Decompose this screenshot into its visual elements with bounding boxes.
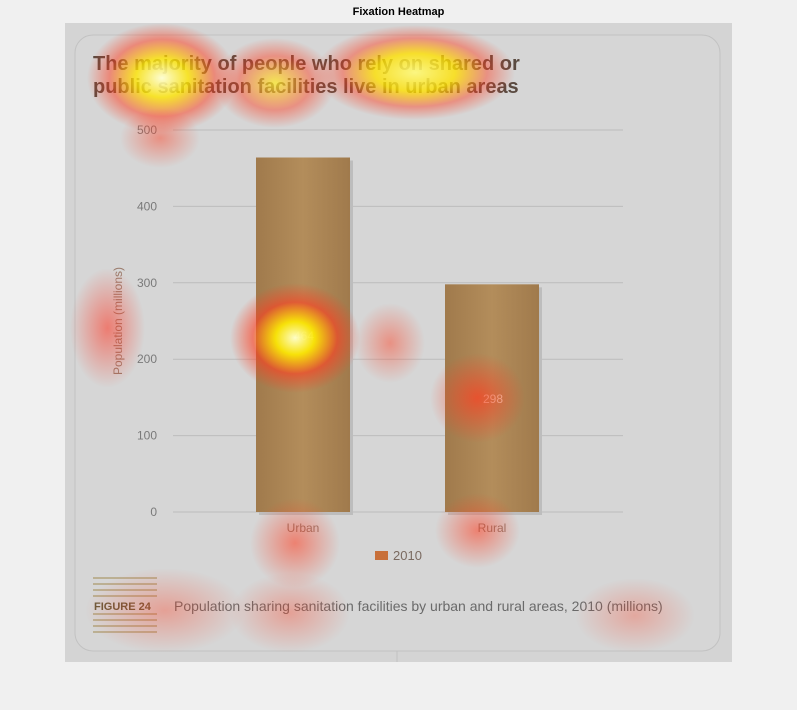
figure-badge: FIGURE 24: [93, 577, 157, 633]
chart-title-line-1: The majority of people who rely on share…: [93, 53, 520, 75]
data-label-rural: 298: [483, 392, 503, 406]
y-tick-0: 0: [150, 505, 157, 519]
figure-caption: Population sharing sanitation facilities…: [174, 598, 663, 614]
x-tick-urban: Urban: [287, 521, 320, 535]
y-axis-label: Population (millions): [111, 267, 125, 375]
chart-title-line-2: public sanitation facilities live in urb…: [93, 76, 519, 98]
figure-badge-label: FIGURE 24: [94, 601, 152, 613]
legend-label: 2010: [393, 548, 422, 563]
x-tick-rural: Rural: [478, 521, 507, 535]
legend-swatch: [375, 551, 388, 560]
y-tick-400: 400: [137, 199, 157, 213]
figure-title: Fixation Heatmap: [352, 6, 445, 18]
y-tick-200: 200: [137, 352, 157, 366]
y-tick-100: 100: [137, 429, 157, 443]
data-label-urban: 464: [294, 329, 314, 343]
y-tick-300: 300: [137, 276, 157, 290]
chart-panel: The majority of people who rely on share…: [65, 23, 732, 662]
y-tick-500: 500: [137, 123, 157, 137]
bar-chart: The majority of people who rely on share…: [74, 34, 721, 662]
